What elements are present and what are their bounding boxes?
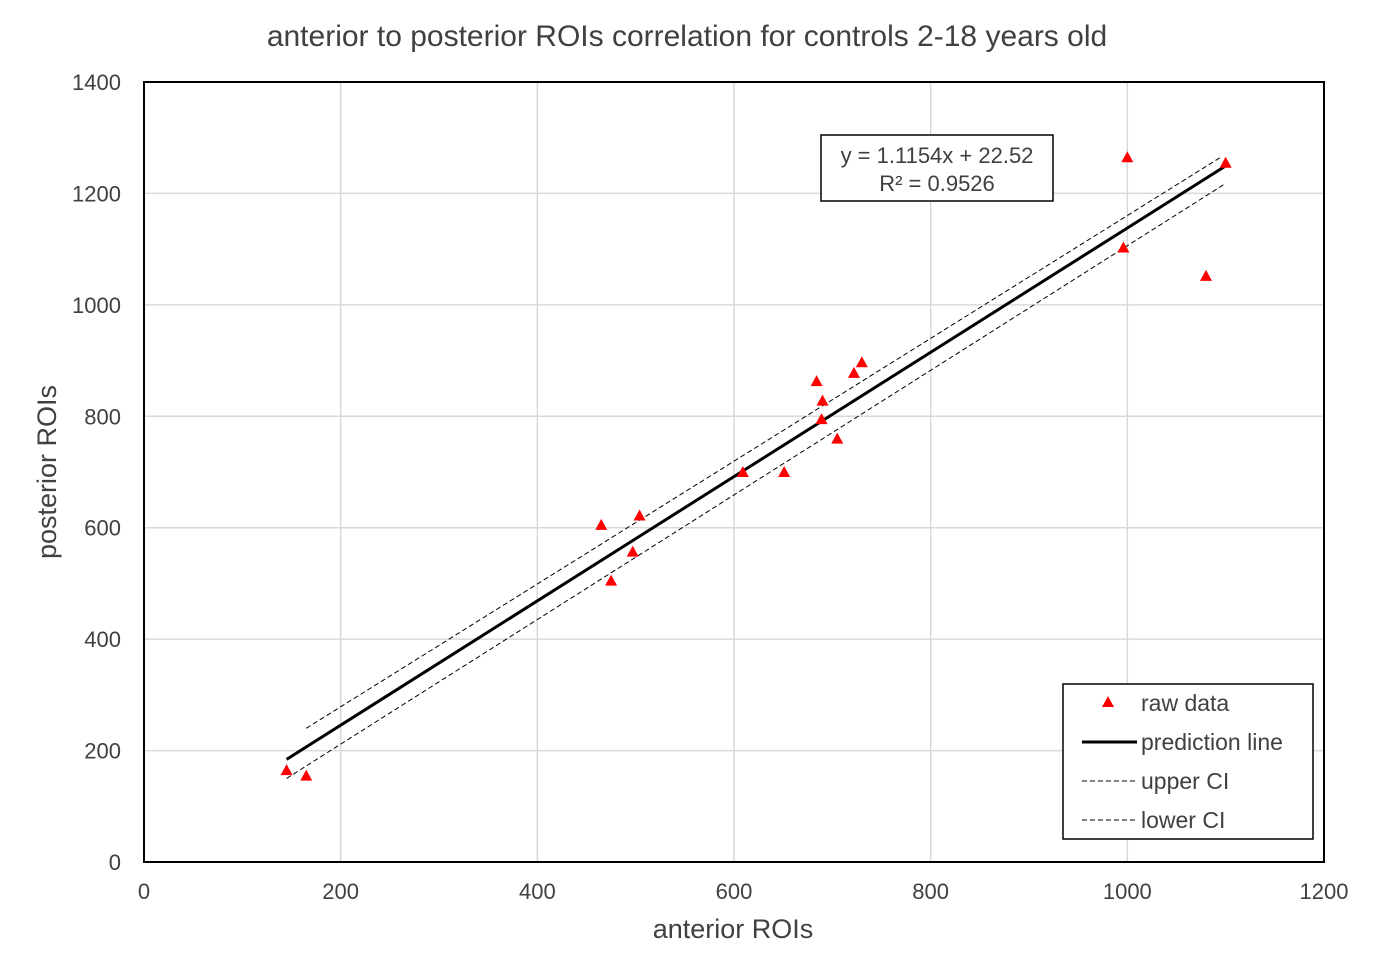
data-point-marker	[626, 545, 639, 557]
x-tick-label: 400	[519, 879, 556, 904]
y-tick-label: 800	[84, 404, 121, 429]
x-tick-label: 1000	[1103, 879, 1152, 904]
gridlines	[144, 82, 1324, 862]
prediction-line-layer	[285, 164, 1227, 761]
x-tick-label: 0	[138, 879, 150, 904]
data-point-marker	[1117, 241, 1130, 253]
data-point-marker	[595, 518, 608, 530]
upper-ci-series	[305, 156, 1222, 729]
data-point-marker	[855, 356, 868, 368]
y-axis-label: posterior ROIs	[32, 385, 62, 559]
data-point-marker	[831, 432, 844, 444]
regression-equation: y = 1.1154x + 22.52	[841, 143, 1034, 168]
y-tick-label: 600	[84, 516, 121, 541]
data-point-marker	[280, 764, 293, 776]
data-point-marker	[633, 509, 646, 521]
y-tick-label: 1400	[72, 70, 121, 95]
trendline-equation-box: y = 1.1154x + 22.52 R² = 0.9526	[820, 134, 1054, 202]
data-point-marker	[605, 574, 618, 586]
data-point-marker	[816, 394, 829, 406]
y-tick-label: 1200	[72, 181, 121, 206]
data-point-marker	[847, 366, 860, 378]
data-point-marker	[815, 413, 828, 425]
y-tick-label: 200	[84, 739, 121, 764]
legend-label-raw-data: raw data	[1141, 690, 1229, 716]
r-squared-value: R² = 0.9526	[879, 171, 995, 196]
x-axis-ticks: 0 200 400 600 800 1000 1200	[138, 879, 1349, 904]
data-point-marker	[778, 466, 791, 477]
data-point-marker	[810, 375, 823, 387]
x-axis-label: anterior ROIs	[653, 914, 814, 944]
y-tick-label: 400	[84, 627, 121, 652]
y-tick-label: 0	[109, 850, 121, 875]
x-tick-label: 200	[322, 879, 359, 904]
data-point-marker	[1219, 156, 1232, 168]
data-point-marker	[300, 769, 313, 781]
raw-data-markers	[280, 151, 1232, 781]
lower-ci-series	[286, 182, 1226, 779]
data-point-marker	[1200, 269, 1212, 281]
data-point-marker	[736, 466, 749, 477]
y-tick-label: 1000	[72, 293, 121, 318]
x-tick-label: 600	[716, 879, 753, 904]
legend-label-lower-ci: lower CI	[1141, 807, 1225, 833]
prediction-line-series	[285, 164, 1227, 761]
legend-label-prediction-line: prediction line	[1141, 729, 1283, 755]
legend: raw data prediction line upper CI lower …	[1062, 683, 1314, 840]
confidence-interval-lines	[286, 156, 1226, 779]
x-tick-label: 1200	[1300, 879, 1349, 904]
plot-area-border	[143, 81, 1325, 863]
legend-triangle-icon	[1102, 696, 1114, 707]
x-tick-label: 800	[912, 879, 949, 904]
y-axis-ticks: 0 200 400 600 800 1000 1200 1400	[72, 70, 121, 875]
data-point-marker	[1121, 151, 1134, 163]
chart-title: anterior to posterior ROIs correlation f…	[267, 20, 1107, 53]
equation-box-border	[820, 134, 1054, 202]
legend-border	[1062, 683, 1314, 840]
legend-label-upper-ci: upper CI	[1141, 768, 1229, 794]
